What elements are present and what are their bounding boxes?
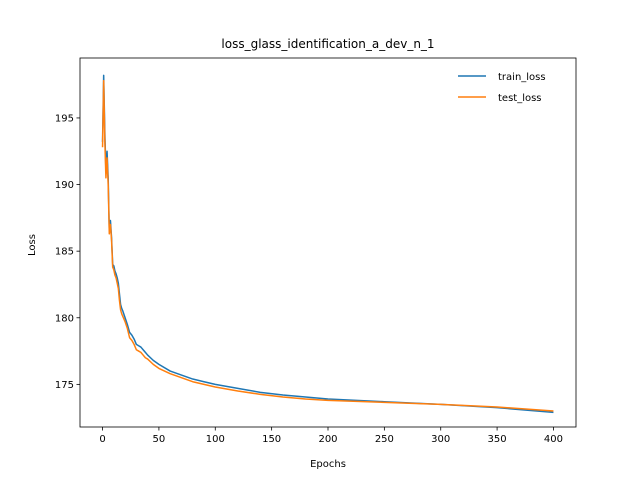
y-tick-label: 185 bbox=[55, 247, 74, 258]
legend-label-train-loss: train_loss bbox=[498, 72, 546, 83]
chart-title: loss_glass_identification_a_dev_n_1 bbox=[221, 37, 434, 51]
y-tick-label: 175 bbox=[55, 380, 74, 391]
y-tick-label: 190 bbox=[55, 180, 74, 191]
series-line-train-loss bbox=[101, 74, 554, 414]
x-tick-label: 100 bbox=[206, 434, 225, 445]
x-tick-label: 300 bbox=[431, 434, 450, 445]
x-tick-label: 350 bbox=[488, 434, 507, 445]
x-tick-label: 150 bbox=[262, 434, 281, 445]
y-tick-label: 180 bbox=[55, 313, 74, 324]
y-tick-label: 195 bbox=[55, 113, 74, 124]
axes-frame bbox=[79, 57, 577, 428]
legend: train_loss test_loss bbox=[458, 72, 546, 104]
x-tick-label: 0 bbox=[99, 434, 105, 445]
x-tick-label: 250 bbox=[375, 434, 394, 445]
series-line-test-loss bbox=[101, 79, 554, 412]
x-tick-label: 400 bbox=[544, 434, 563, 445]
legend-label-test-loss: test_loss bbox=[498, 93, 542, 104]
plot-area bbox=[79, 57, 577, 428]
y-axis-label: Loss bbox=[27, 234, 38, 256]
x-axis-label: Epochs bbox=[310, 459, 346, 470]
axis-ticks: 0 50 100 150 200 250 300 350 400 175 180 185 190 195 bbox=[55, 113, 563, 445]
x-tick-label: 50 bbox=[153, 434, 166, 445]
x-tick-label: 200 bbox=[318, 434, 337, 445]
